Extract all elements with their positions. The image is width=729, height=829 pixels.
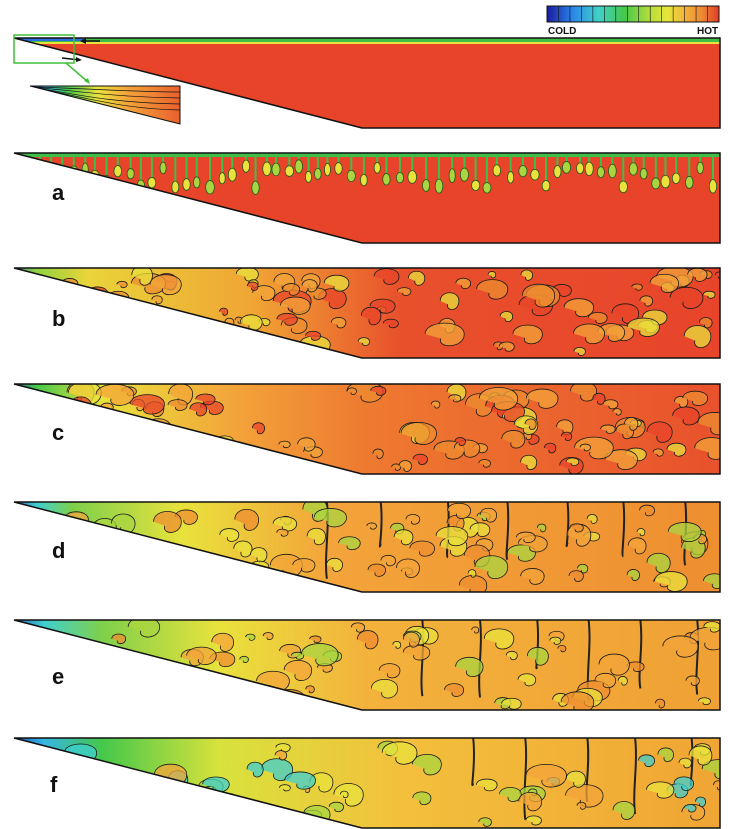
panel-f: f [13, 737, 721, 829]
panel-e-label: e [52, 664, 64, 689]
panel-e: e [13, 619, 721, 711]
panel-a-label: a [52, 180, 65, 205]
panel-initial-outline [13, 37, 721, 129]
panel-d: d [13, 501, 721, 593]
color-legend: COLD HOT [546, 5, 720, 37]
panel-f-label: f [50, 772, 58, 797]
legend-cold-label: COLD [548, 26, 576, 37]
legend-hot-label: HOT [697, 26, 718, 37]
panel-a-outline [13, 152, 721, 244]
panel-b: b [13, 267, 721, 359]
zoom-inset [29, 85, 181, 125]
panel-a-plumes [35, 156, 718, 195]
panel-b-label: b [52, 306, 65, 331]
panel-e-outline [13, 619, 721, 711]
panel-initial [13, 34, 721, 129]
panel-b-outline [13, 267, 721, 359]
zoom-region-box [13, 34, 75, 64]
panel-c-label: c [52, 420, 64, 445]
panel-c: c [13, 383, 721, 475]
legend-ticks [558, 6, 708, 22]
panel-d-label: d [52, 538, 65, 563]
panel-d-outline [13, 501, 721, 593]
legend-colorbar [546, 5, 720, 23]
panel-f-outline [13, 737, 721, 829]
zoom-pointer-arrow-icon [65, 62, 89, 83]
panel-c-outline [13, 383, 721, 475]
panel-a: a [13, 152, 721, 244]
panel-c-swirls [52, 384, 720, 474]
